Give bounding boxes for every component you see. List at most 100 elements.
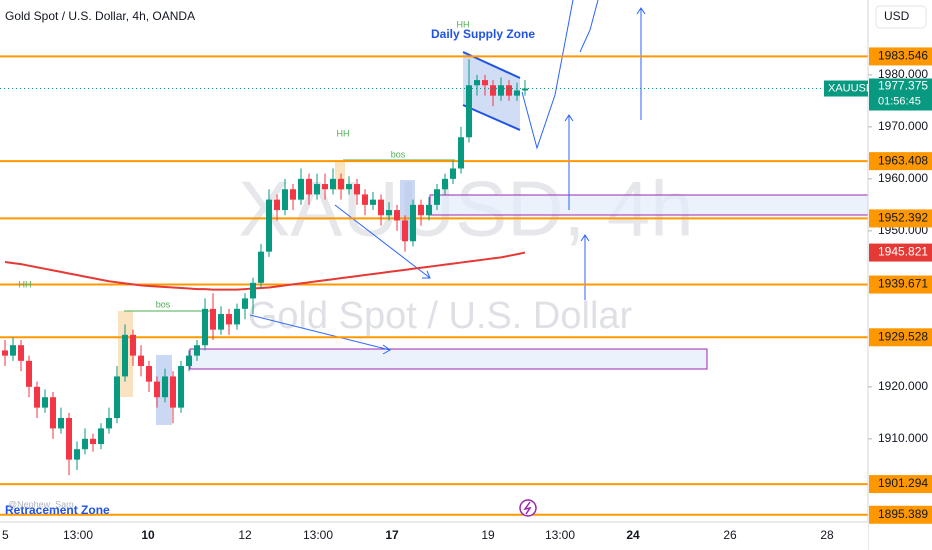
candle-body bbox=[250, 282, 256, 299]
candle-body bbox=[138, 355, 144, 367]
x-tick-label: 13:00 bbox=[545, 528, 575, 542]
candle-body bbox=[370, 199, 376, 205]
candle-body bbox=[130, 334, 136, 356]
x-tick-label: 19 bbox=[481, 528, 495, 542]
hh-label: HH bbox=[457, 19, 470, 29]
candle-body bbox=[34, 386, 40, 408]
candle-body bbox=[50, 397, 56, 429]
candle-body bbox=[74, 449, 80, 460]
highlight bbox=[335, 160, 345, 190]
candle-body bbox=[226, 314, 232, 325]
candle-body bbox=[346, 184, 352, 190]
candle-body bbox=[210, 308, 216, 330]
candle-body bbox=[322, 184, 328, 190]
x-tick-label: 17 bbox=[385, 528, 399, 542]
candle-body bbox=[274, 199, 280, 211]
level-tag bbox=[869, 275, 932, 294]
candle-body bbox=[218, 314, 224, 330]
hh-label: HH bbox=[19, 279, 32, 289]
y-tick-label: 1960.000 bbox=[878, 171, 928, 185]
candle-body bbox=[58, 418, 64, 429]
candle-body bbox=[410, 204, 416, 242]
candle-body bbox=[82, 438, 88, 450]
candle-body bbox=[162, 376, 168, 398]
candle-body bbox=[106, 418, 112, 429]
currency-button[interactable] bbox=[875, 5, 927, 29]
ma-tag-label: 1945.821 bbox=[878, 245, 928, 259]
candle-body bbox=[394, 210, 400, 221]
candle-body bbox=[306, 178, 312, 195]
candle-body bbox=[522, 88, 528, 91]
symbol-title: Gold Spot / U.S. Dollar, 4h, OANDA bbox=[5, 9, 195, 23]
candle-body bbox=[362, 194, 368, 205]
candle-body bbox=[42, 397, 48, 408]
arrow-head bbox=[564, 114, 574, 122]
hh-label: HH bbox=[337, 128, 350, 138]
candle-body bbox=[178, 366, 184, 408]
y-tick-label: 1970.000 bbox=[878, 119, 928, 133]
candle-body bbox=[434, 189, 440, 205]
level-tag bbox=[869, 152, 932, 171]
countdown-label: 01:56:45 bbox=[878, 95, 921, 107]
candle-body bbox=[474, 80, 480, 86]
candle-body bbox=[418, 204, 424, 216]
supply-zone-label: Daily Supply Zone bbox=[431, 27, 535, 41]
zone bbox=[189, 348, 708, 370]
price-tag bbox=[869, 78, 932, 111]
arrow-head bbox=[580, 234, 590, 242]
candle-body bbox=[154, 381, 160, 398]
arrow bbox=[249, 314, 391, 351]
level-tag-label: 1939.671 bbox=[878, 277, 928, 291]
retracement-zone-label: Retracement Zone bbox=[5, 503, 110, 517]
candle-body bbox=[146, 366, 152, 382]
candle-body bbox=[234, 308, 240, 325]
level-tag bbox=[869, 47, 932, 66]
x-tick-label: 28 bbox=[820, 528, 834, 542]
candle-body bbox=[26, 360, 32, 387]
candle-body bbox=[90, 438, 96, 445]
level-tag-label: 1895.389 bbox=[878, 507, 928, 521]
level-tag bbox=[869, 328, 932, 347]
level-tag-label: 1929.528 bbox=[878, 329, 928, 343]
level-tag bbox=[869, 209, 932, 228]
candle-body bbox=[338, 178, 344, 190]
level-tag-label: 1963.408 bbox=[878, 153, 928, 167]
candle-body bbox=[186, 355, 192, 367]
candle-body bbox=[98, 428, 104, 445]
candle-body bbox=[354, 184, 360, 195]
level-tag-label: 1983.546 bbox=[878, 49, 928, 63]
candle-body bbox=[450, 168, 456, 179]
candle-body bbox=[66, 418, 72, 460]
candle-body bbox=[458, 137, 464, 169]
candle-body bbox=[202, 308, 208, 346]
bos-label: bos bbox=[391, 149, 406, 159]
moving-average bbox=[4, 251, 526, 291]
candle-body bbox=[258, 251, 264, 283]
candle-body bbox=[330, 178, 336, 190]
candle-body bbox=[122, 334, 128, 377]
candle-body bbox=[282, 189, 288, 211]
candle-body bbox=[266, 199, 272, 252]
candle-body bbox=[114, 376, 120, 419]
watermark-name: Gold Spot / U.S. Dollar bbox=[248, 295, 633, 337]
ma-tag bbox=[869, 243, 932, 262]
projection bbox=[521, 0, 574, 150]
arrow-head bbox=[422, 270, 431, 279]
y-tick-label: 1980.000 bbox=[878, 67, 928, 81]
candle-body bbox=[402, 220, 408, 242]
candle-body bbox=[2, 350, 8, 356]
flag-line bbox=[462, 104, 521, 131]
arrow bbox=[334, 204, 431, 279]
candle-body bbox=[290, 189, 296, 200]
y-tick-label: 1920.000 bbox=[878, 379, 928, 393]
candle-body bbox=[426, 204, 432, 216]
bos-label: bos bbox=[156, 299, 171, 309]
x-tick-label: 10 bbox=[141, 528, 155, 542]
candle-body bbox=[170, 376, 176, 408]
alert-icon-bolt bbox=[523, 501, 532, 515]
candle-body bbox=[242, 298, 248, 309]
symbol-tag-label: XAUUSD bbox=[828, 82, 874, 94]
currency-label[interactable]: USD bbox=[884, 9, 910, 23]
level-tag bbox=[869, 505, 932, 524]
